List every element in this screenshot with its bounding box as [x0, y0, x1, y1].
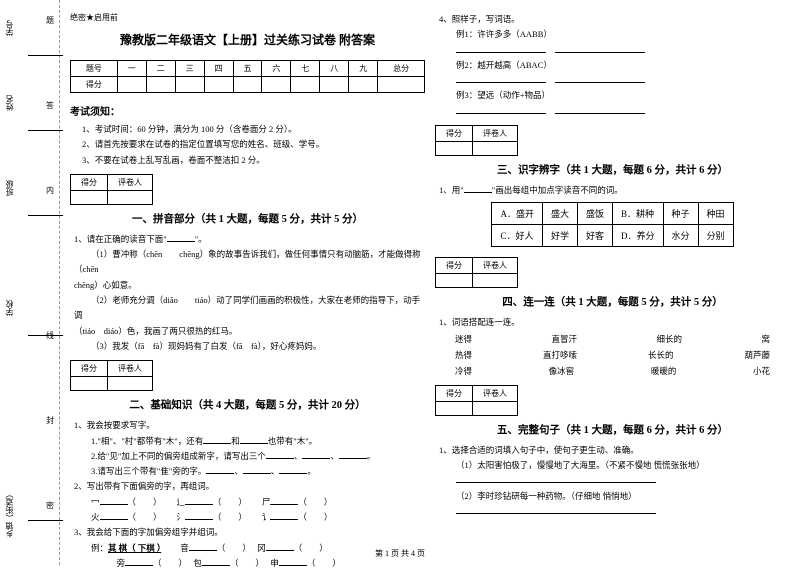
- section5-title: 五、完整句子（共 1 大题，每题 6 分，共计 6 分）: [435, 422, 790, 437]
- field-town: 乡镇（街道）: [4, 490, 15, 538]
- notice-list: 1、考试时间：60 分钟，满分为 100 分（含卷面分 2 分）。 2、请首先按…: [82, 122, 425, 168]
- score-box-1: 得分评卷人: [70, 174, 153, 205]
- s1-q1: 1、请在正确的读音下面""。: [74, 232, 425, 247]
- radical-row-1: 冖（ ） 辶（ ） 尸（ ）: [74, 495, 425, 510]
- right-page: 4、照样子，写词语。 例1：许许多多（AABB） 例2：越开越高（ABAC） 例…: [435, 12, 790, 519]
- section1-title: 一、拼音部分（共 1 大题，每题 5 分，共计 5 分）: [70, 211, 425, 226]
- radical-row-2: 火（ ） 氵（ ） 讠（ ）: [74, 510, 425, 525]
- binding-margin: 学号 姓名 班级 学校 乡镇（街道） 题 答 内 线 封 密: [0, 0, 60, 565]
- field-school: 学校: [4, 300, 15, 316]
- score-table: 题号 一 二 三 四 五 六 七 八 九 总分 得分: [70, 60, 425, 93]
- match-row: 冷得 像冰窖 暖暖的 小花: [435, 363, 790, 379]
- field-name: 姓名: [4, 95, 15, 111]
- section4-title: 四、连一连（共 1 大题，每题 5 分，共计 5 分）: [435, 294, 790, 309]
- score-box-2: 得分评卷人: [70, 360, 153, 391]
- score-header-row: 题号 一 二 三 四 五 六 七 八 九 总分: [71, 61, 425, 77]
- score-value-row: 得分: [71, 77, 425, 93]
- exam-title: 豫教版二年级语文【上册】过关练习试卷 附答案: [70, 31, 425, 48]
- secret-label: 绝密★启用前: [70, 12, 425, 23]
- section3-title: 三、识字辨字（共 1 大题，每题 6 分，共计 6 分）: [435, 162, 790, 177]
- score-box-5: 得分评卷人: [435, 385, 518, 416]
- score-box-3: 得分评卷人: [435, 125, 518, 156]
- match-row: 热得 直打哆嗦 长长的 葫芦藤: [435, 347, 790, 363]
- field-student-id: 学号: [4, 20, 15, 36]
- match-row: 迷得 直冒汗 细长的 窝: [435, 331, 790, 347]
- left-page: 绝密★启用前 豫教版二年级语文【上册】过关练习试卷 附答案 题号 一 二 三 四…: [70, 12, 425, 571]
- score-box-4: 得分评卷人: [435, 257, 518, 288]
- section2-title: 二、基础知识（共 4 大题，每题 5 分，共计 20 分）: [70, 397, 425, 412]
- notice-title: 考试须知：: [70, 103, 425, 118]
- page-footer: 第 1 页 共 4 页: [0, 548, 800, 559]
- char-choice-table: A．盛开 盛大 盛饭 B．耕种 种子 种田 C．好人 好学 好客 D．养分 水分…: [491, 202, 733, 247]
- field-class: 班级: [4, 180, 15, 196]
